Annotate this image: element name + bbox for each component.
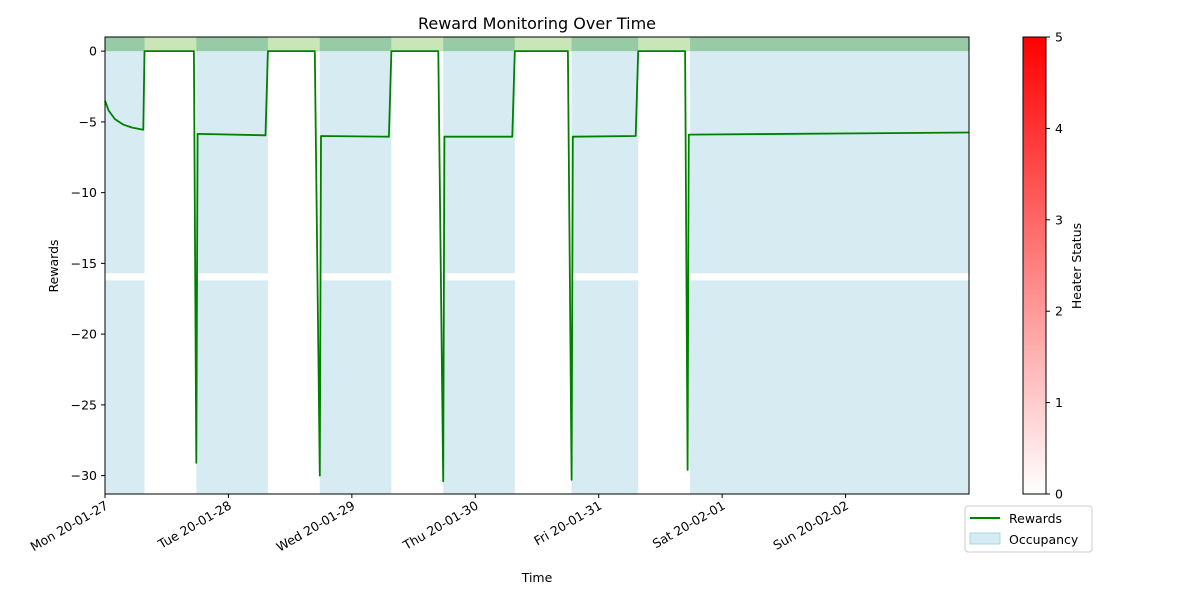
y-tick-label-3: −15 <box>71 256 97 271</box>
x-tick-label-0: Mon 20-01-27 <box>28 498 111 555</box>
occupancy-layer <box>105 51 969 494</box>
y-tick-label-6: −30 <box>71 468 97 483</box>
occupancy-span-5 <box>690 51 969 494</box>
colorbar-tick-label-0: 0 <box>1055 487 1063 502</box>
rewards-line <box>104 50 970 483</box>
x-tick-label-2: Wed 20-01-29 <box>274 498 358 555</box>
colorbar-label: Heater Status <box>1069 223 1084 309</box>
chart-title: Reward Monitoring Over Time <box>418 14 656 33</box>
occupancy-span-3 <box>443 51 515 494</box>
legend-occupancy-label: Occupancy <box>1009 532 1079 547</box>
x-tick-label-1: Tue 20-01-28 <box>154 498 233 553</box>
colorbar-tick-label-3: 3 <box>1055 212 1063 227</box>
occupancy-span-4 <box>571 51 639 494</box>
y-tick-label-2: −10 <box>71 185 97 200</box>
x-ticks: Mon 20-01-27 Tue 20-01-28 Wed 20-01-29 Thu … <box>28 494 851 555</box>
legend-rewards-label: Rewards <box>1009 511 1062 526</box>
x-tick-label-4: Fri 20-01-31 <box>531 498 604 549</box>
rewards-line-layer <box>104 50 970 483</box>
top-band-occupied-5 <box>690 37 969 52</box>
top-band-occupied-3 <box>443 37 515 52</box>
x-tick-label-5: Sat 20-02-01 <box>650 498 728 552</box>
top-band-occupied-0 <box>105 37 145 52</box>
occupancy-gap <box>105 273 969 281</box>
colorbar-tick-label-5: 5 <box>1055 30 1063 45</box>
y-tick-label-0: 0 <box>89 44 97 59</box>
y-tick-label-1: −5 <box>79 114 97 129</box>
colorbar-tick-label-4: 4 <box>1055 121 1063 136</box>
top-band-occupied-2 <box>319 37 392 52</box>
x-axis-label: Time <box>521 570 553 585</box>
occupancy-span-0 <box>105 51 145 494</box>
colorbar-tick-label-1: 1 <box>1055 395 1063 410</box>
top-band-layer <box>105 37 969 52</box>
legend: Rewards Occupancy <box>964 505 1093 553</box>
y-ticks: 0 −5 −10 −15 −20 −25 −30 <box>71 44 105 483</box>
x-tick-label-3: Thu 20-01-30 <box>399 498 480 554</box>
occupancy-span-1 <box>196 51 268 494</box>
y-axis-label: Rewards <box>46 239 61 292</box>
occupancy-span-2 <box>319 51 392 494</box>
occupancy-gap-layer <box>105 273 969 281</box>
heater-colorbar <box>1022 36 1047 495</box>
colorbar-ticks: 0 1 2 3 4 5 <box>1046 30 1063 502</box>
plot-frame <box>104 36 970 495</box>
y-tick-label-5: −25 <box>71 397 97 412</box>
y-tick-label-4: −20 <box>71 327 97 342</box>
legend-occupancy-swatch <box>969 532 1001 545</box>
colorbar-tick-label-2: 2 <box>1055 304 1063 319</box>
top-band-occupied-4 <box>571 37 639 52</box>
x-tick-label-6: Sun 20-02-02 <box>770 498 851 553</box>
top-band-occupied-1 <box>196 37 268 52</box>
